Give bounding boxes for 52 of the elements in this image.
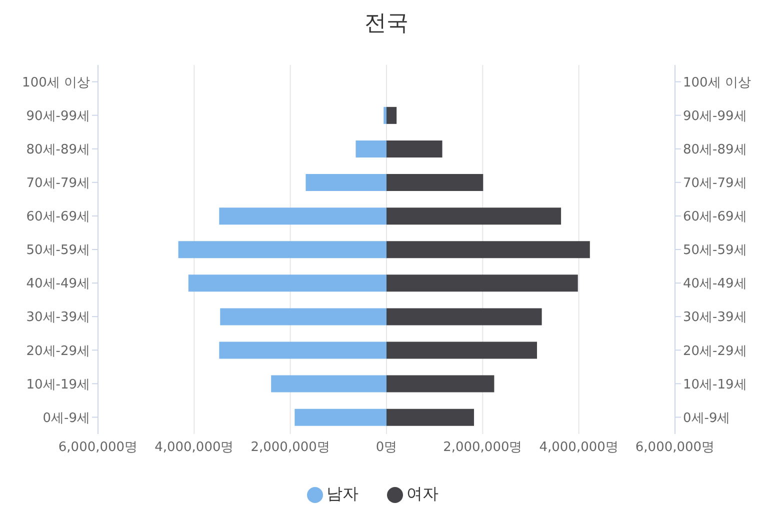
bar <box>386 140 442 158</box>
bar <box>219 342 386 359</box>
x-tick-label: 2,000,000명 <box>443 440 522 456</box>
bar <box>386 308 542 326</box>
y-tick-label: 20세-29세 <box>26 344 90 359</box>
x-tick-label: 2,000,000명 <box>250 440 330 456</box>
y-tick-label: 60세-69세 <box>26 210 90 225</box>
bar <box>386 408 474 426</box>
x-tick-label: 0명 <box>376 440 398 456</box>
bar <box>188 274 386 292</box>
bar <box>220 308 386 326</box>
category-label: 20세-29세 <box>683 344 747 359</box>
y-tick-label: 90세-99세 <box>26 108 90 124</box>
legend-label: 여자 <box>406 484 438 503</box>
y-tick-label: 70세-79세 <box>26 176 90 192</box>
y-tick-label: 100세 이상 <box>22 75 90 90</box>
chart-title: 전국 <box>364 10 410 38</box>
x-tick-label: 4,000,000명 <box>539 440 618 456</box>
category-label: 40세-49세 <box>683 276 747 292</box>
y-tick-label: 40세-49세 <box>26 276 90 292</box>
category-label: 30세-39세 <box>683 310 747 326</box>
y-tick-label: 10세-19세 <box>26 377 90 392</box>
bar <box>384 106 386 124</box>
bar <box>356 140 386 158</box>
y-tick-label: 80세-89세 <box>26 142 90 158</box>
bar <box>386 375 494 392</box>
y-tick-label: 50세-59세 <box>26 243 90 258</box>
legend-label: 남자 <box>326 484 358 503</box>
category-label: 90세-99세 <box>683 108 747 124</box>
y-tick-label: 30세-39세 <box>26 310 90 326</box>
category-label: 10세-19세 <box>683 377 747 392</box>
category-label: 50세-59세 <box>683 243 747 258</box>
category-label: 0세-9세 <box>683 410 730 426</box>
category-label: 70세-79세 <box>683 176 747 192</box>
bar <box>386 174 484 192</box>
bar <box>271 375 386 392</box>
bar <box>386 106 397 124</box>
bar <box>306 174 386 192</box>
bar <box>386 342 537 359</box>
y-tick-label: 0세-9세 <box>42 410 90 426</box>
category-label: 80세-89세 <box>683 142 747 158</box>
category-label: 60세-69세 <box>683 210 747 225</box>
bar <box>386 274 578 292</box>
category-label: 100세 이상 <box>683 75 751 90</box>
x-tick-label: 6,000,000명 <box>635 440 715 456</box>
bar <box>219 208 386 225</box>
x-tick-label: 4,000,000명 <box>154 440 234 456</box>
bar <box>294 408 386 426</box>
bar <box>386 241 590 258</box>
x-tick-label: 6,000,000명 <box>58 440 138 456</box>
bar <box>386 208 562 225</box>
bar <box>178 241 386 258</box>
